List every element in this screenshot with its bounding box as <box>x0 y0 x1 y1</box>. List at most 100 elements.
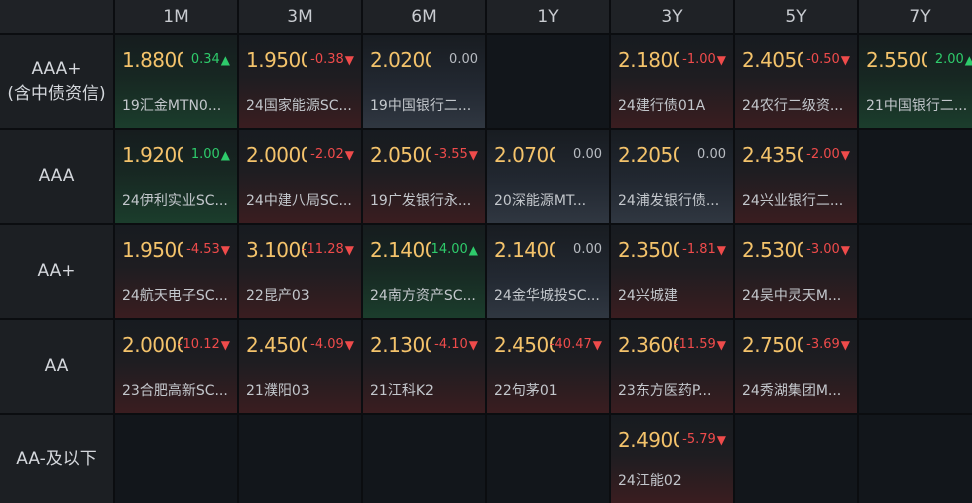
yield-change: -5.79 ▼ <box>682 432 726 447</box>
triangle-down-icon: ▼ <box>468 337 478 352</box>
triangle-down-icon: ▼ <box>716 337 726 352</box>
yield-cell-6m[interactable]: 2.1300 -4.10 ▼ 21江科K2 <box>363 320 485 413</box>
yield-cell-1m[interactable]: 1.8800 0.34 ▲ 19汇金MTN0... <box>115 35 237 128</box>
yield-cell-1y[interactable]: 2.0700 0.00 20深能源MT... <box>487 130 609 223</box>
bond-name: 22昆产03 <box>246 288 310 304</box>
yield-change-value: 0.34 <box>190 52 220 67</box>
bond-name: 24航天电子SC... <box>122 288 228 304</box>
yield-rate: 2.0200 <box>370 48 431 72</box>
yield-cell-6m[interactable]: 2.1400 14.00 ▲ 24南方资产SC... <box>363 225 485 318</box>
column-header-6m[interactable]: 6M <box>363 0 485 33</box>
yield-change: -2.02 ▼ <box>310 147 354 162</box>
triangle-up-icon: ▲ <box>468 242 478 257</box>
column-header-1m[interactable]: 1M <box>115 0 237 33</box>
yield-cell-3y[interactable]: 2.1800 -1.00 ▼ 24建行债01A <box>611 35 733 128</box>
yield-cell-5y[interactable]: 2.4350 -2.00 ▼ 24兴业银行二... <box>735 130 857 223</box>
yield-cell-5y[interactable]: 2.7500 -3.69 ▼ 24秀湖集团M... <box>735 320 857 413</box>
yield-cell-3y[interactable]: 2.2050 0.00 24浦发银行债... <box>611 130 733 223</box>
yield-cell-6m[interactable]: 2.0200 0.00 19中国银行二... <box>363 35 485 128</box>
row-label-line1: AAA+ <box>31 58 82 79</box>
yield-cell-7y[interactable]: 2.5500 2.00 ▲ 21中国银行二... <box>859 35 972 128</box>
yield-cell-1y[interactable]: 2.4500 -40.47 ▼ 22句茅01 <box>487 320 609 413</box>
yield-change-value: 0.00 <box>697 147 726 162</box>
triangle-up-icon: ▲ <box>220 147 230 162</box>
column-header-1y[interactable]: 1Y <box>487 0 609 33</box>
yield-cell-3m[interactable]: 1.9500 -0.38 ▼ 24国家能源SC... <box>239 35 361 128</box>
yield-change: -0.50 ▼ <box>806 52 850 67</box>
yield-cell-1m[interactable]: 1.9500 -4.53 ▼ 24航天电子SC... <box>115 225 237 318</box>
yield-rate: 2.4050 <box>742 48 803 72</box>
yield-change-value: -1.81 <box>682 242 716 257</box>
yield-change-value: -0.38 <box>310 52 344 67</box>
triangle-down-icon: ▼ <box>592 337 602 352</box>
bond-name: 24国家能源SC... <box>246 98 352 114</box>
corner-header <box>0 0 113 33</box>
yield-change-value: -4.09 <box>310 337 344 352</box>
yield-rate: 2.4350 <box>742 143 803 167</box>
triangle-down-icon: ▼ <box>344 242 354 257</box>
yield-rate: 2.1300 <box>370 333 431 357</box>
yield-change: -11.28 ▼ <box>302 242 354 257</box>
yield-rate: 2.2050 <box>618 143 679 167</box>
column-header-3m[interactable]: 3M <box>239 0 361 33</box>
yield-cell-1m[interactable]: 1.9200 1.00 ▲ 24伊利实业SC... <box>115 130 237 223</box>
yield-change: -10.12 ▼ <box>178 337 230 352</box>
yield-cell-5y[interactable]: 2.5300 -3.00 ▼ 24吴中灵天M... <box>735 225 857 318</box>
yield-change: 0.00 <box>697 147 726 162</box>
row-label-text: AAA <box>39 164 75 189</box>
yield-cell-3m[interactable]: 2.0000 -2.02 ▼ 24中建八局SC... <box>239 130 361 223</box>
yield-cell-3m[interactable]: 2.4500 -4.09 ▼ 21濮阳03 <box>239 320 361 413</box>
triangle-down-icon: ▼ <box>840 52 850 67</box>
yield-rate: 2.0500 <box>370 143 431 167</box>
empty-cell-1y <box>487 415 609 503</box>
triangle-up-icon: ▲ <box>220 52 230 67</box>
yield-rate: 3.1000 <box>246 238 307 262</box>
bond-name: 24兴业银行二... <box>742 193 844 209</box>
column-header-7y[interactable]: 7Y <box>859 0 972 33</box>
bond-name: 24秀湖集团M... <box>742 383 842 399</box>
yield-change-value: -0.50 <box>806 52 840 67</box>
row-label-text: AAA+ (含中债资信) <box>7 57 105 106</box>
bond-name: 21江科K2 <box>370 383 434 399</box>
yield-change-value: -4.53 <box>186 242 220 257</box>
triangle-down-icon: ▼ <box>716 52 726 67</box>
yield-change: -1.00 ▼ <box>682 52 726 67</box>
yield-change-value: 2.00 <box>934 52 964 67</box>
empty-cell-7y <box>859 320 972 413</box>
yield-change: -4.53 ▼ <box>186 242 230 257</box>
yield-cell-1y[interactable]: 2.1400 0.00 24金华城投SC... <box>487 225 609 318</box>
yield-change-value: 14.00 <box>430 242 468 257</box>
yield-change-value: -11.28 <box>301 242 344 257</box>
yield-change: 1.00 ▲ <box>191 147 230 162</box>
row-label-2[interactable]: AA+ <box>0 225 113 318</box>
yield-rate: 2.7500 <box>742 333 803 357</box>
row-label-4[interactable]: AA-及以下 <box>0 415 113 503</box>
yield-change: -4.09 ▼ <box>310 337 354 352</box>
empty-cell-3m <box>239 415 361 503</box>
yield-change: 0.00 <box>573 147 602 162</box>
yield-cell-3m[interactable]: 3.1000 -11.28 ▼ 22昆产03 <box>239 225 361 318</box>
yield-cell-3y[interactable]: 2.3500 -1.81 ▼ 24兴城建 <box>611 225 733 318</box>
row-label-3[interactable]: AA <box>0 320 113 413</box>
yield-cell-3y[interactable]: 2.4900 -5.79 ▼ 24江能02 <box>611 415 733 503</box>
yield-rate: 1.9500 <box>122 238 183 262</box>
yield-change-value: -3.00 <box>806 242 840 257</box>
yield-rate: 1.9200 <box>122 143 183 167</box>
row-label-0[interactable]: AAA+ (含中债资信) <box>0 35 113 128</box>
empty-cell-6m <box>363 415 485 503</box>
yield-change-value: 0.00 <box>573 242 602 257</box>
yield-cell-3y[interactable]: 2.3600 -11.59 ▼ 23东方医药P... <box>611 320 733 413</box>
yield-cell-6m[interactable]: 2.0500 -3.55 ▼ 19广发银行永... <box>363 130 485 223</box>
yield-cell-1m[interactable]: 2.0000 -10.12 ▼ 23合肥高新SC... <box>115 320 237 413</box>
yield-cell-5y[interactable]: 2.4050 -0.50 ▼ 24农行二级资... <box>735 35 857 128</box>
triangle-down-icon: ▼ <box>840 337 850 352</box>
column-header-5y[interactable]: 5Y <box>735 0 857 33</box>
row-label-1[interactable]: AAA <box>0 130 113 223</box>
yield-change-value: 1.00 <box>190 147 220 162</box>
column-header-3y[interactable]: 3Y <box>611 0 733 33</box>
empty-cell-1y <box>487 35 609 128</box>
empty-cell-7y <box>859 130 972 223</box>
yield-change-value: -10.12 <box>177 337 220 352</box>
yield-change-value: -3.69 <box>806 337 840 352</box>
yield-change-value: -5.79 <box>682 432 716 447</box>
